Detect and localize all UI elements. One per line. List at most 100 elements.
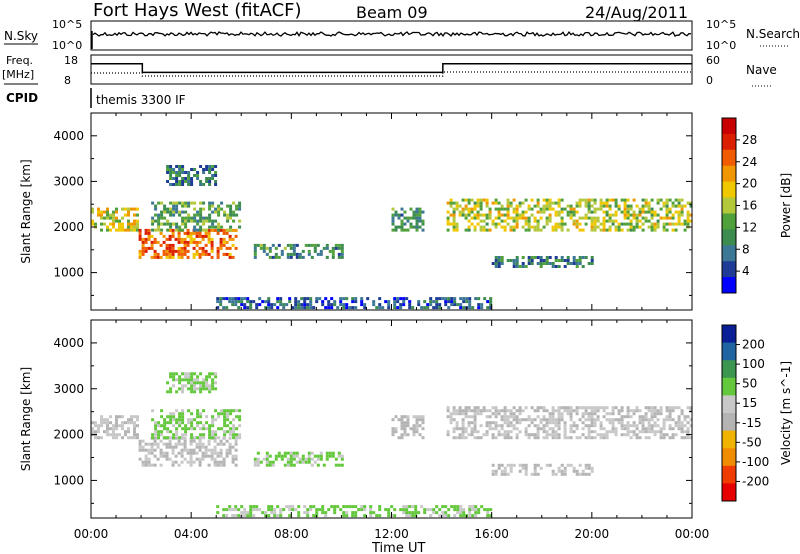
data-cell xyxy=(650,409,654,413)
data-cell xyxy=(668,415,672,419)
data-cell xyxy=(500,225,504,229)
data-cell xyxy=(415,418,419,422)
data-cell xyxy=(130,421,133,425)
data-cell xyxy=(677,213,681,217)
data-cell xyxy=(166,381,170,385)
data-cell xyxy=(276,300,280,304)
data-cell xyxy=(668,412,672,416)
data-cell xyxy=(412,210,416,214)
data-cell xyxy=(605,433,609,437)
data-cell xyxy=(384,508,388,512)
data-cell xyxy=(477,303,481,307)
data-cell xyxy=(103,421,106,425)
data-cell xyxy=(566,210,570,214)
data-cell xyxy=(228,505,232,509)
data-cell xyxy=(190,183,194,186)
data-cell xyxy=(153,240,157,244)
data-cell xyxy=(548,262,552,265)
data-cell xyxy=(626,412,630,416)
data-cell xyxy=(641,415,645,419)
data-cell xyxy=(441,511,445,515)
data-cell xyxy=(177,237,181,241)
colorbar-segment xyxy=(722,430,736,449)
data-cell xyxy=(163,418,167,422)
data-cell xyxy=(190,384,194,388)
data-cell xyxy=(229,216,233,220)
data-cell xyxy=(199,412,203,416)
data-cell xyxy=(168,252,172,256)
data-cell xyxy=(602,409,606,413)
data-cell xyxy=(225,252,229,256)
data-cell xyxy=(467,409,471,413)
data-cell xyxy=(223,210,227,214)
data-cell xyxy=(521,262,525,265)
data-cell xyxy=(629,424,633,428)
data-cell xyxy=(112,433,115,437)
data-cell xyxy=(575,262,579,265)
data-cell xyxy=(162,451,166,455)
data-cell xyxy=(617,222,621,226)
data-cell xyxy=(662,204,666,208)
data-cell xyxy=(171,231,175,235)
data-cell xyxy=(512,265,516,268)
data-cell xyxy=(400,433,404,437)
data-cell xyxy=(674,424,678,428)
data-cell xyxy=(569,430,573,434)
data-cell xyxy=(91,207,94,211)
data-cell xyxy=(653,213,657,217)
data-cell xyxy=(587,415,591,419)
data-cell xyxy=(665,222,669,226)
data-cell xyxy=(181,390,185,394)
data-cell xyxy=(554,409,558,413)
data-cell xyxy=(205,387,209,391)
data-cell xyxy=(151,201,155,205)
data-cell xyxy=(175,225,179,229)
data-cell xyxy=(220,201,224,205)
data-cell xyxy=(644,216,648,220)
data-cell xyxy=(482,406,486,410)
data-cell xyxy=(521,265,525,268)
data-cell xyxy=(240,297,244,301)
data-cell xyxy=(515,216,519,220)
data-cell xyxy=(181,168,185,171)
data-cell xyxy=(309,508,313,512)
data-cell xyxy=(210,457,214,461)
data-cell xyxy=(506,409,510,413)
data-cell xyxy=(599,433,603,437)
data-cell xyxy=(177,240,181,244)
data-cell xyxy=(321,303,325,307)
data-cell xyxy=(680,222,684,226)
data-cell xyxy=(515,409,519,413)
data-cell xyxy=(207,463,211,467)
time-axis: 00:00 04:00 08:00 12:00 16:00 20:00 00:00 xyxy=(74,527,710,541)
data-cell xyxy=(198,463,202,467)
data-cell xyxy=(150,240,154,244)
data-cell xyxy=(325,243,329,247)
data-cell xyxy=(166,222,170,226)
data-cell xyxy=(192,460,196,464)
data-cell xyxy=(214,381,218,385)
data-cell xyxy=(632,430,636,434)
data-cell xyxy=(653,409,657,413)
y-axis-label: Slant Range [km] xyxy=(19,159,33,263)
data-cell xyxy=(548,421,552,425)
data-cell xyxy=(650,216,654,220)
data-cell xyxy=(342,511,346,515)
data-cell xyxy=(671,201,675,205)
nave-tick-low: 0 xyxy=(706,74,713,87)
data-cell xyxy=(243,303,247,307)
data-cell xyxy=(461,213,465,217)
data-cell xyxy=(214,225,218,229)
data-cell xyxy=(261,511,265,515)
data-cell xyxy=(316,243,320,247)
data-cell xyxy=(524,463,528,467)
data-cell xyxy=(488,409,492,413)
data-cell xyxy=(396,297,400,301)
data-cell xyxy=(611,424,615,428)
data-cell xyxy=(575,427,579,431)
data-cell xyxy=(608,418,612,422)
data-cell xyxy=(468,508,472,512)
data-cell xyxy=(187,387,191,391)
data-cell xyxy=(521,210,525,214)
data-cell xyxy=(503,415,507,419)
